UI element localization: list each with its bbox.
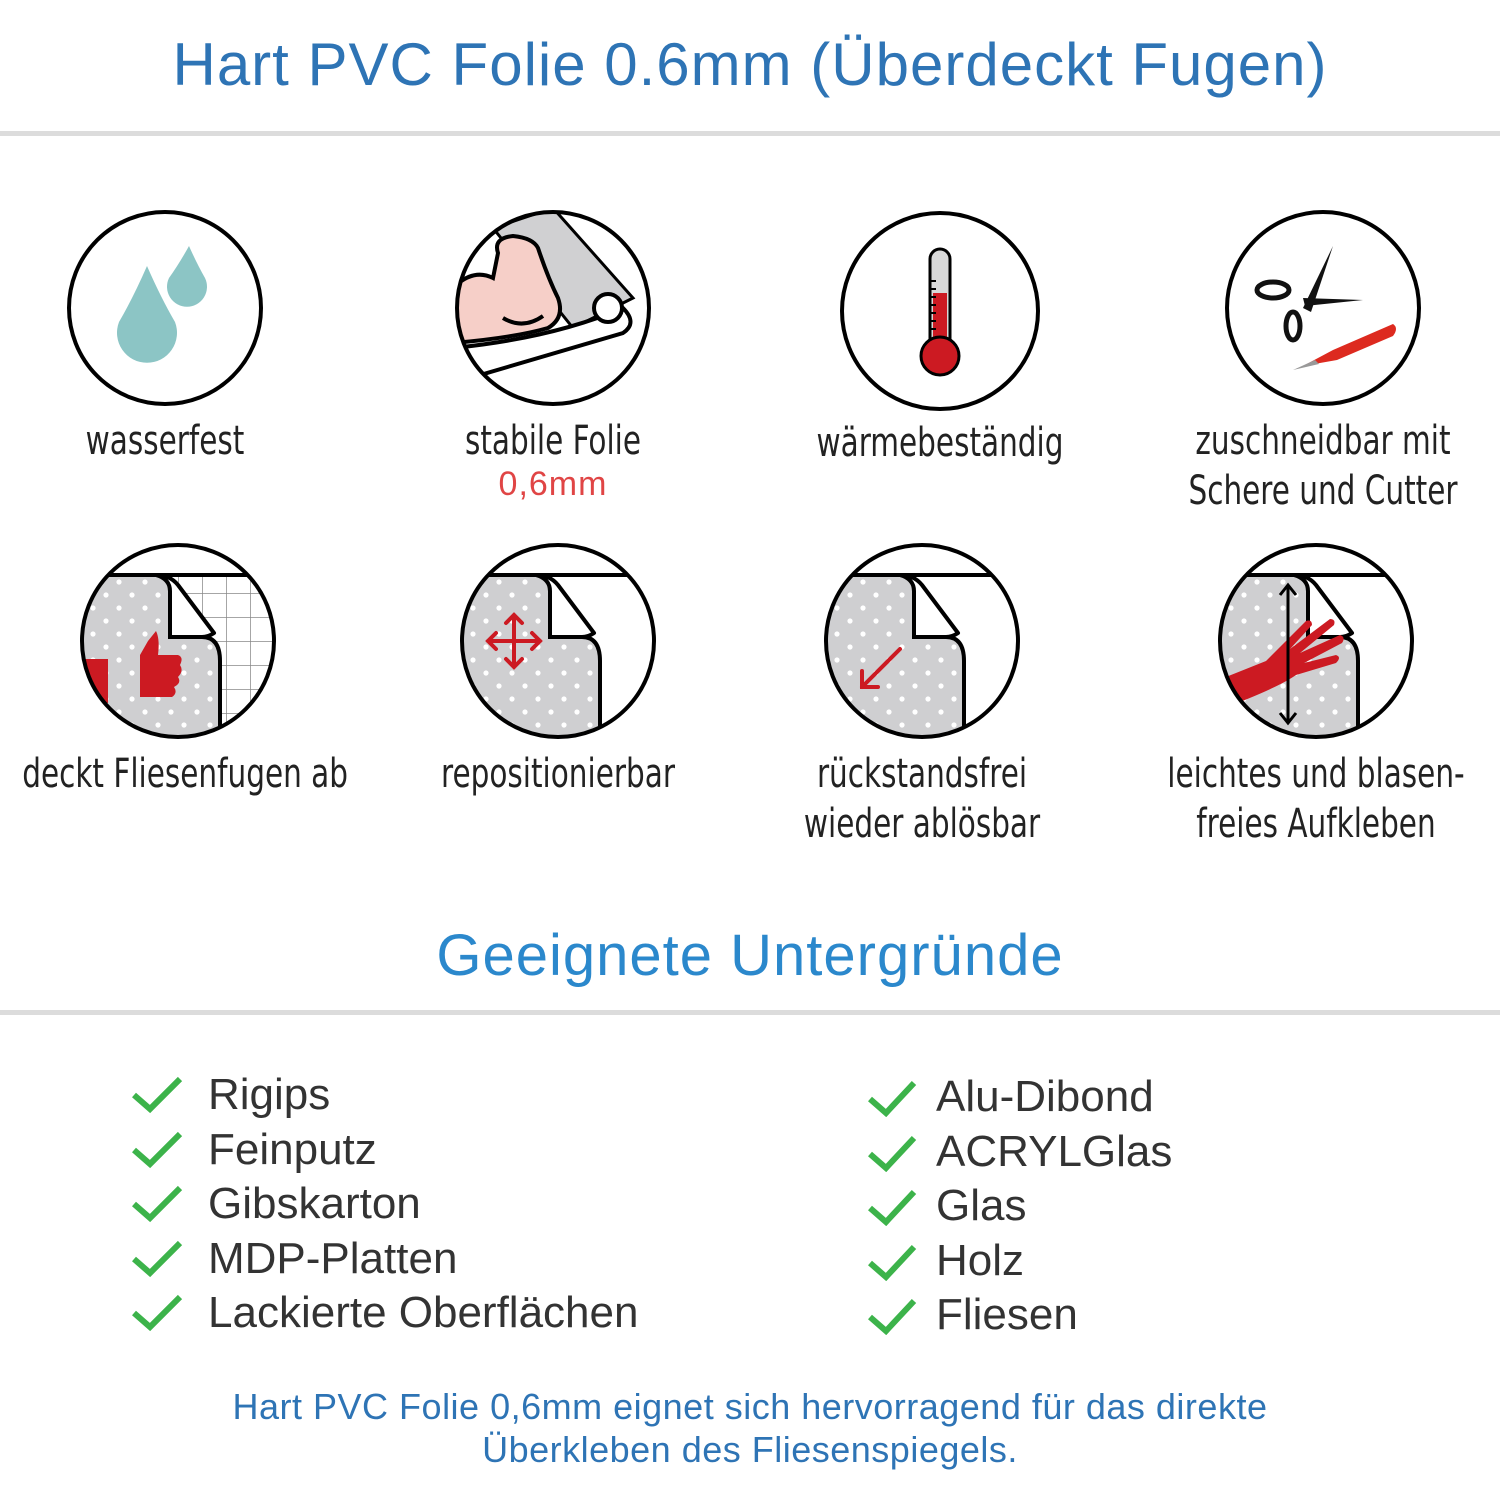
surface-label: Feinputz	[208, 1124, 377, 1174]
feature-rueckstandsfrei: rückstandsfrei wieder ablösbar	[732, 541, 1112, 849]
divider	[0, 1010, 1500, 1015]
check-icon	[132, 1077, 183, 1114]
surface-label: ACRYLGlas	[936, 1126, 1173, 1176]
feature-label: rückstandsfrei	[816, 751, 1028, 797]
peel-arrow-icon	[824, 543, 1020, 739]
feature-label: repositionierbar	[441, 751, 675, 797]
check-icon	[132, 1131, 183, 1168]
surface-label: Glas	[936, 1181, 1027, 1231]
surface-label: Lackierte Oberflächen	[208, 1288, 639, 1338]
surface-label: Gibskarton	[208, 1179, 421, 1229]
feature-label: wieder ablösbar	[803, 801, 1041, 847]
feature-waermebestaendig: wärmebeständig	[750, 210, 1130, 468]
check-icon	[868, 1135, 917, 1172]
feature-label: stabile Folie	[464, 418, 642, 464]
water-drops-icon	[67, 210, 263, 406]
surface-item: Alu-Dibond	[868, 1070, 1172, 1125]
surface-item: Glas	[868, 1179, 1172, 1234]
surface-item: ACRYLGlas	[868, 1125, 1172, 1180]
surface-item: Fliesen	[868, 1288, 1172, 1343]
surface-item: Feinputz	[132, 1123, 638, 1178]
surface-list-left: document.write([0,1,2,3,4].map(i=>`<div …	[132, 1068, 638, 1341]
feature-zuschneidbar: zuschneidbar mit Schere und Cutter	[1133, 208, 1500, 516]
feature-wasserfest: wasserfest	[0, 208, 355, 466]
hand-smooth-icon	[1218, 543, 1414, 739]
surface-item: Rigips	[132, 1068, 638, 1123]
scissors-cutter-icon	[1225, 210, 1421, 406]
feature-label: freies Aufkleben	[1196, 801, 1436, 847]
thumbs-up-tiles-icon	[80, 543, 276, 739]
feature-fliesenfugen: deckt Fliesenfugen ab	[0, 541, 368, 799]
page-title: Hart PVC Folie 0.6mm (Überdeckt Fugen)	[172, 31, 1328, 98]
move-arrows-icon	[460, 543, 656, 739]
feature-stabile-folie: stabile Folie 0,6mm	[363, 208, 743, 502]
footer-line: Hart PVC Folie 0,6mm eignet sich hervorr…	[232, 1386, 1268, 1427]
check-icon	[868, 1190, 917, 1227]
feature-repositionierbar: repositionierbar	[368, 541, 748, 799]
check-icon	[132, 1240, 183, 1277]
surface-item: Holz	[868, 1234, 1172, 1289]
feature-label: zuschneidbar mit	[1195, 418, 1451, 464]
surface-item: MDP-Platten	[132, 1232, 638, 1287]
feature-label: deckt Fliesenfugen ab	[22, 751, 349, 797]
footer-line: Überkleben des Fliesenspiegels.	[482, 1429, 1018, 1470]
section-title: Geeignete Untergründe	[436, 923, 1064, 988]
check-icon	[868, 1244, 917, 1281]
surface-label: MDP-Platten	[208, 1233, 458, 1283]
check-icon	[868, 1081, 917, 1118]
thermometer-icon	[840, 211, 1040, 411]
surface-label: Alu-Dibond	[936, 1072, 1154, 1122]
feature-label: wasserfest	[85, 418, 245, 464]
check-icon	[132, 1295, 183, 1332]
surface-list-right: document.write([0,1,2,3,4].map(i=>`<div …	[868, 1070, 1172, 1343]
footer-note: Hart PVC Folie 0,6mm eignet sich hervorr…	[0, 1385, 1500, 1471]
thickness-highlight: 0,6mm	[498, 465, 608, 503]
surface-label: Rigips	[208, 1070, 331, 1120]
strong-arm-roll-icon	[455, 210, 651, 406]
feature-label: wärmebeständig	[816, 420, 1064, 466]
divider	[0, 131, 1500, 136]
surface-label: Holz	[936, 1235, 1025, 1285]
surface-item: Gibskarton	[132, 1177, 638, 1232]
feature-leichtes-aufkleben: leichtes und blasen- freies Aufkleben	[1126, 541, 1500, 849]
check-icon	[868, 1299, 917, 1336]
feature-label: Schere und Cutter	[1188, 468, 1458, 514]
feature-label: leichtes und blasen-	[1167, 751, 1465, 797]
surface-item: Lackierte Oberflächen	[132, 1286, 638, 1341]
surface-label: Fliesen	[936, 1290, 1078, 1340]
check-icon	[132, 1186, 183, 1223]
